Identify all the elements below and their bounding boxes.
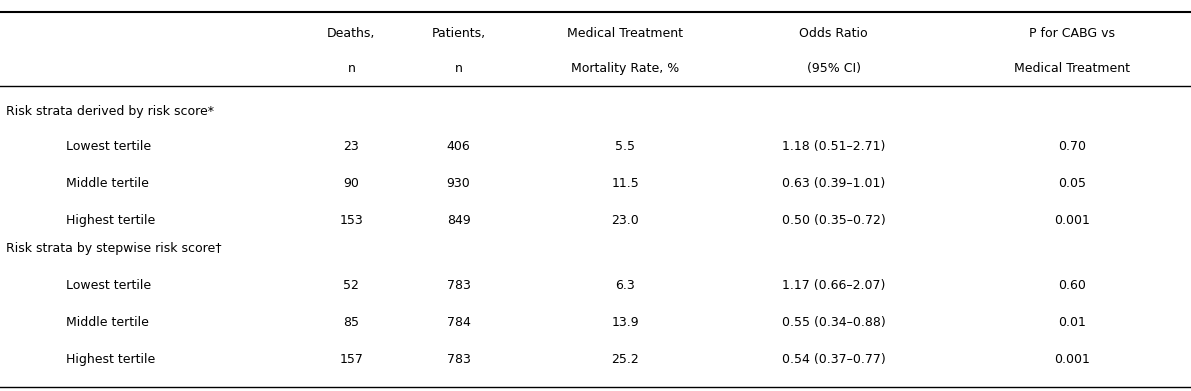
Text: 0.70: 0.70 [1058, 140, 1086, 153]
Text: Medical Treatment: Medical Treatment [1014, 62, 1130, 75]
Text: n: n [455, 62, 462, 75]
Text: 0.54 (0.37–0.77): 0.54 (0.37–0.77) [781, 353, 886, 366]
Text: 0.05: 0.05 [1058, 177, 1086, 190]
Text: Odds Ratio: Odds Ratio [799, 27, 868, 40]
Text: 930: 930 [447, 177, 470, 190]
Text: Lowest tertile: Lowest tertile [66, 140, 150, 153]
Text: 0.55 (0.34–0.88): 0.55 (0.34–0.88) [781, 316, 886, 329]
Text: 6.3: 6.3 [616, 279, 635, 292]
Text: 0.63 (0.39–1.01): 0.63 (0.39–1.01) [782, 177, 885, 190]
Text: Medical Treatment: Medical Treatment [567, 27, 684, 40]
Text: Mortality Rate, %: Mortality Rate, % [572, 62, 679, 75]
Text: Middle tertile: Middle tertile [66, 177, 149, 190]
Text: 52: 52 [343, 279, 360, 292]
Text: 0.001: 0.001 [1054, 353, 1090, 366]
Text: (95% CI): (95% CI) [806, 62, 861, 75]
Text: 406: 406 [447, 140, 470, 153]
Text: 25.2: 25.2 [611, 353, 640, 366]
Text: 23: 23 [343, 140, 360, 153]
Text: 1.17 (0.66–2.07): 1.17 (0.66–2.07) [782, 279, 885, 292]
Text: 13.9: 13.9 [611, 316, 640, 329]
Text: P for CABG vs: P for CABG vs [1029, 27, 1115, 40]
Text: 849: 849 [447, 214, 470, 228]
Text: Highest tertile: Highest tertile [66, 214, 155, 228]
Text: 5.5: 5.5 [616, 140, 635, 153]
Text: 0.001: 0.001 [1054, 214, 1090, 228]
Text: Highest tertile: Highest tertile [66, 353, 155, 366]
Text: 783: 783 [447, 353, 470, 366]
Text: 0.60: 0.60 [1058, 279, 1086, 292]
Text: 157: 157 [339, 353, 363, 366]
Text: Patients,: Patients, [431, 27, 486, 40]
Text: Risk strata derived by risk score*: Risk strata derived by risk score* [6, 105, 214, 118]
Text: 85: 85 [343, 316, 360, 329]
Text: 11.5: 11.5 [611, 177, 640, 190]
Text: Risk strata by stepwise risk score†: Risk strata by stepwise risk score† [6, 242, 222, 255]
Text: 0.01: 0.01 [1058, 316, 1086, 329]
Text: Middle tertile: Middle tertile [66, 316, 149, 329]
Text: 784: 784 [447, 316, 470, 329]
Text: 783: 783 [447, 279, 470, 292]
Text: 1.18 (0.51–2.71): 1.18 (0.51–2.71) [782, 140, 885, 153]
Text: 90: 90 [343, 177, 360, 190]
Text: 23.0: 23.0 [611, 214, 640, 228]
Text: Lowest tertile: Lowest tertile [66, 279, 150, 292]
Text: 0.50 (0.35–0.72): 0.50 (0.35–0.72) [781, 214, 886, 228]
Text: Deaths,: Deaths, [328, 27, 375, 40]
Text: n: n [348, 62, 355, 75]
Text: 153: 153 [339, 214, 363, 228]
